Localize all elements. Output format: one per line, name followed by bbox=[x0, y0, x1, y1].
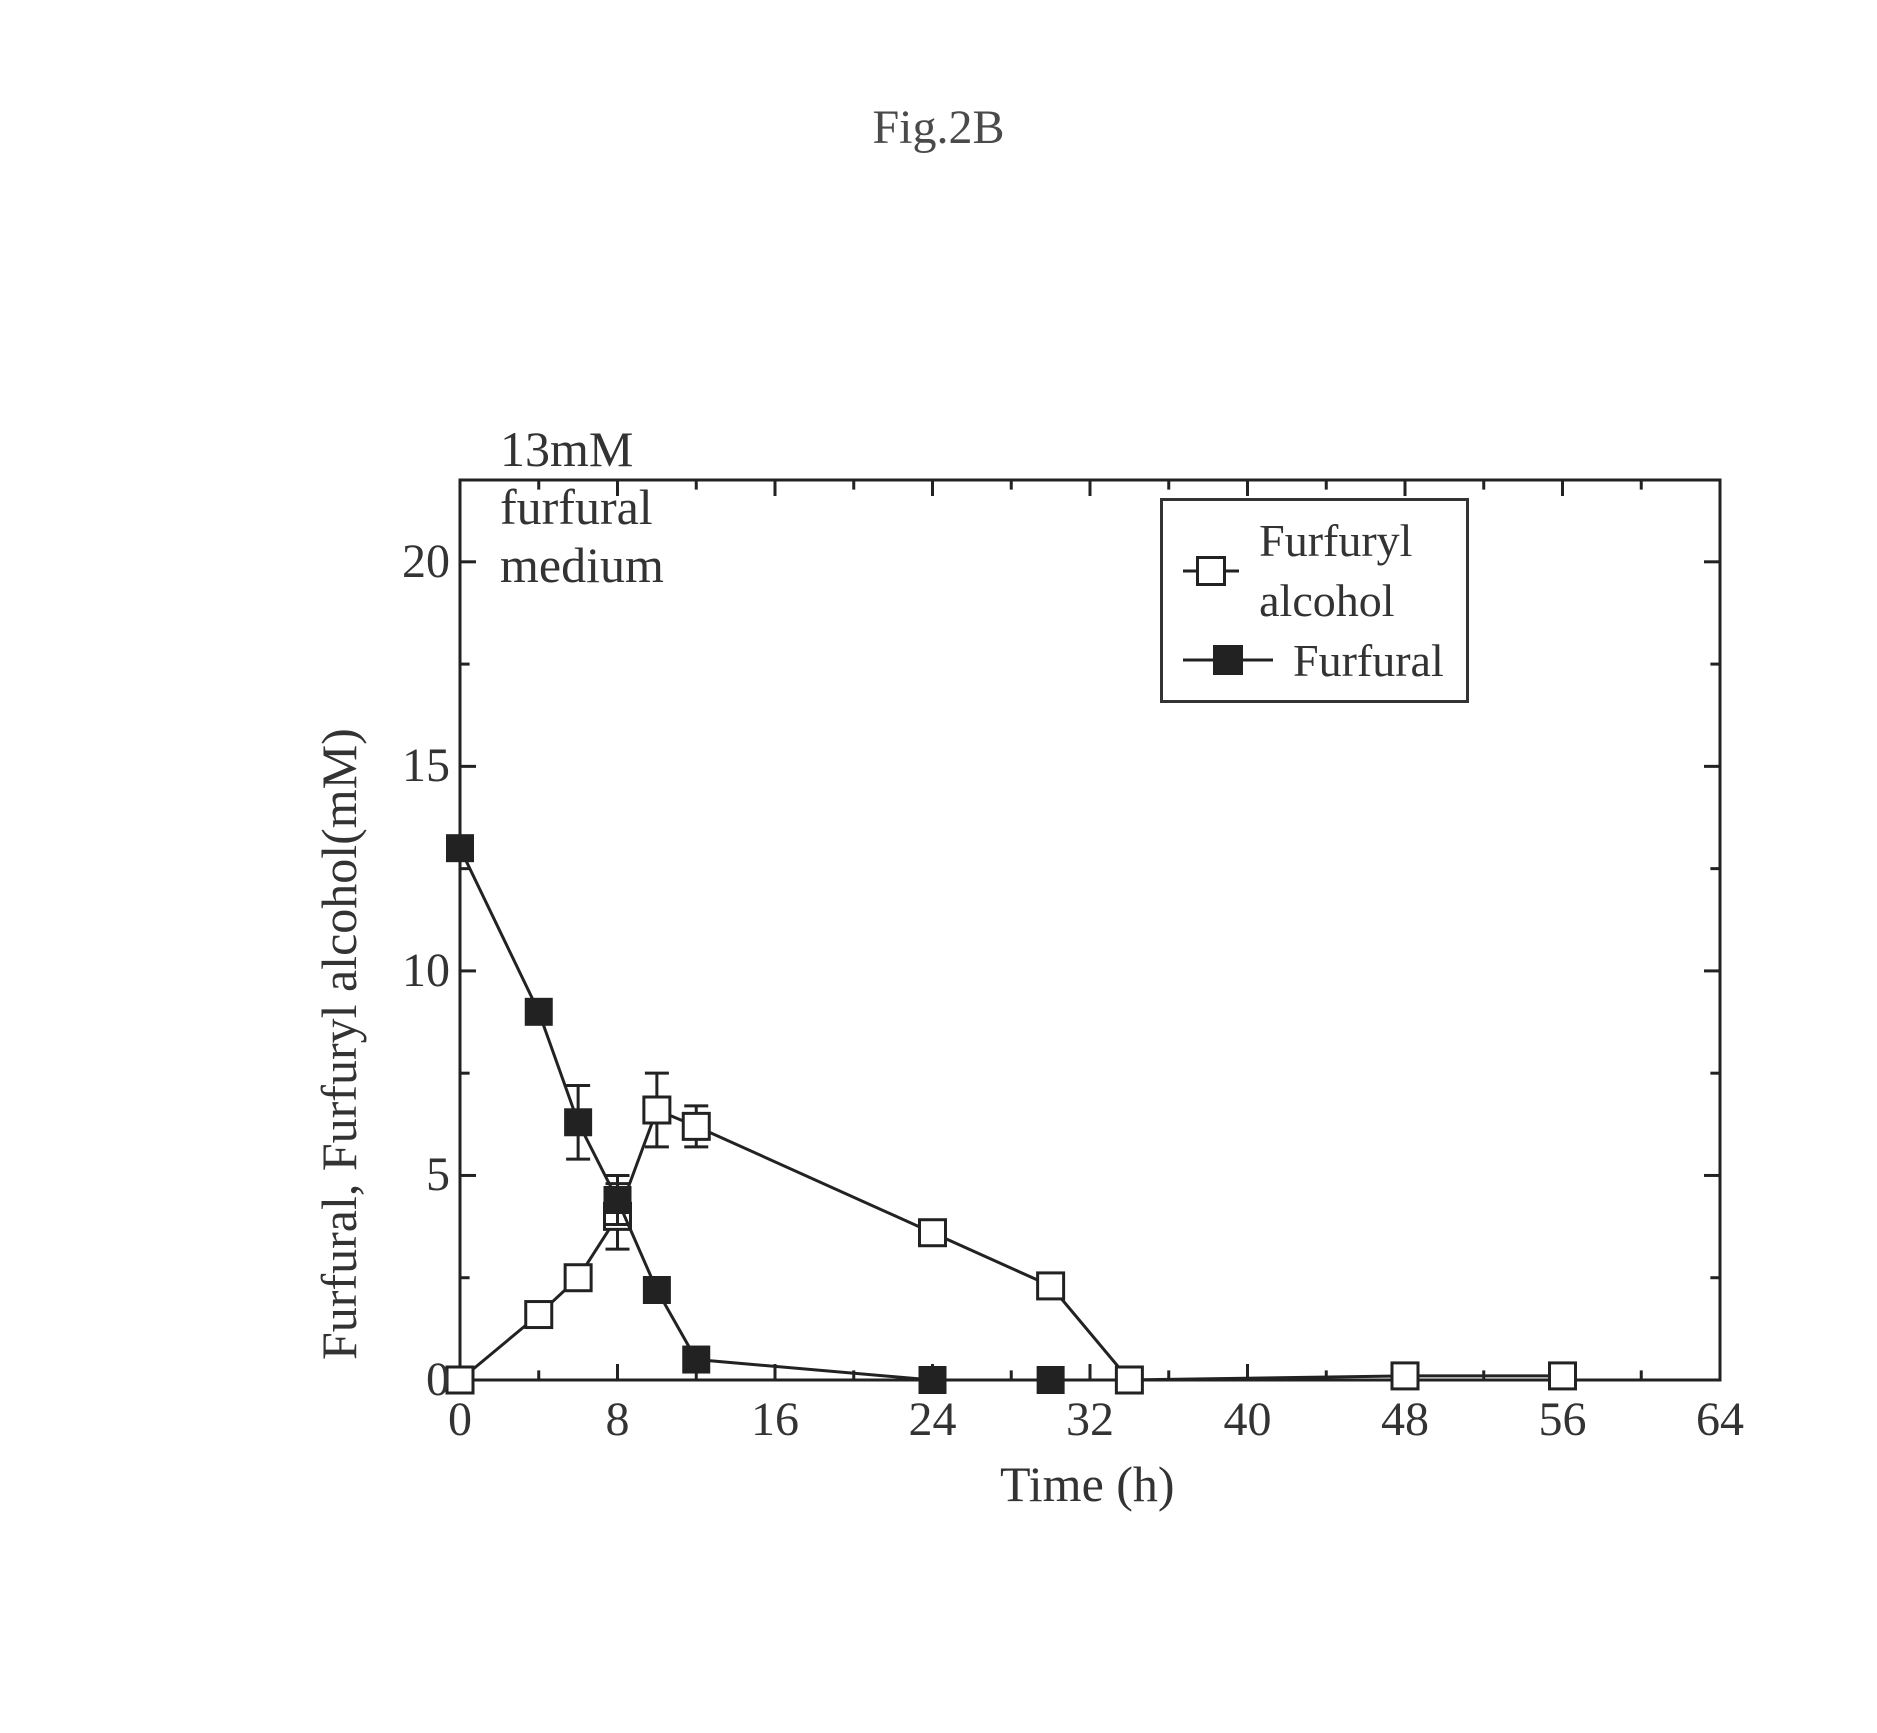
x-tick-label: 56 bbox=[1533, 1392, 1593, 1447]
x-tick-label: 0 bbox=[430, 1392, 490, 1447]
figure-label: Fig.2B bbox=[0, 100, 1877, 155]
x-tick-label: 8 bbox=[588, 1392, 648, 1447]
x-tick-label: 48 bbox=[1375, 1392, 1435, 1447]
x-tick-label: 40 bbox=[1218, 1392, 1278, 1447]
y-tick-label: 10 bbox=[390, 943, 450, 998]
chart-plot bbox=[240, 420, 1780, 1520]
page: Fig.2B Furfural, Furfuryl alcohol(mM) 13… bbox=[0, 0, 1877, 1733]
x-tick-label: 16 bbox=[745, 1392, 805, 1447]
legend-entry: Furfural bbox=[1183, 631, 1446, 691]
legend-label: Furfuryl alcohol bbox=[1259, 511, 1446, 631]
legend-label: Furfural bbox=[1293, 631, 1444, 691]
y-tick-label: 15 bbox=[390, 738, 450, 793]
legend-swatch bbox=[1183, 645, 1273, 675]
x-tick-label: 24 bbox=[903, 1392, 963, 1447]
legend: Furfuryl alcoholFurfural bbox=[1160, 498, 1469, 703]
legend-swatch bbox=[1183, 556, 1239, 586]
legend-entry: Furfuryl alcohol bbox=[1183, 511, 1446, 631]
x-tick-label: 64 bbox=[1690, 1392, 1750, 1447]
x-axis-label: Time (h) bbox=[1000, 1455, 1175, 1513]
x-tick-label: 32 bbox=[1060, 1392, 1120, 1447]
y-tick-label: 20 bbox=[390, 534, 450, 589]
y-tick-label: 5 bbox=[390, 1147, 450, 1202]
